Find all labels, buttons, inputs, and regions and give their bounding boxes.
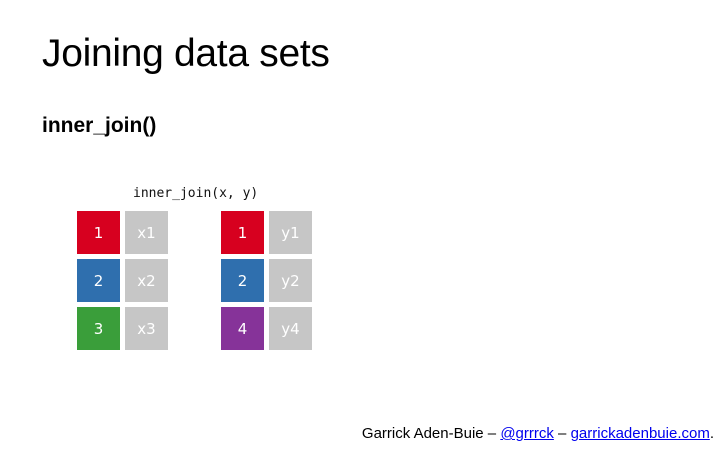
x-value-cell: x3	[125, 307, 168, 350]
slide-title: Joining data sets	[42, 32, 330, 75]
x-key-cell: 2	[77, 259, 120, 302]
y-value-cell: y1	[269, 211, 312, 254]
x-value-cell: x1	[125, 211, 168, 254]
footer-separator: –	[553, 425, 571, 442]
y-key-cell: 4	[221, 307, 264, 350]
x-key-cell: 1	[77, 211, 120, 254]
x-value-cell: x2	[125, 259, 168, 302]
y-key-cell: 2	[221, 259, 264, 302]
y-value-cell: y2	[269, 259, 312, 302]
website-link[interactable]: garrickadenbuie.com	[570, 425, 710, 442]
footer-separator: –	[483, 425, 501, 442]
twitter-link[interactable]: @grrrck	[500, 425, 554, 442]
code-label: inner_join(x, y)	[133, 186, 259, 201]
footer-author: Garrick Aden-Buie	[361, 425, 484, 442]
footer: Garrick Aden-Buie – @grrrck – garrickade…	[362, 425, 714, 442]
y-value-cell: y4	[269, 307, 312, 350]
x-key-cell: 3	[77, 307, 120, 350]
slide-subtitle: inner_join()	[42, 114, 157, 137]
footer-period: .	[709, 425, 714, 442]
y-key-cell: 1	[221, 211, 264, 254]
